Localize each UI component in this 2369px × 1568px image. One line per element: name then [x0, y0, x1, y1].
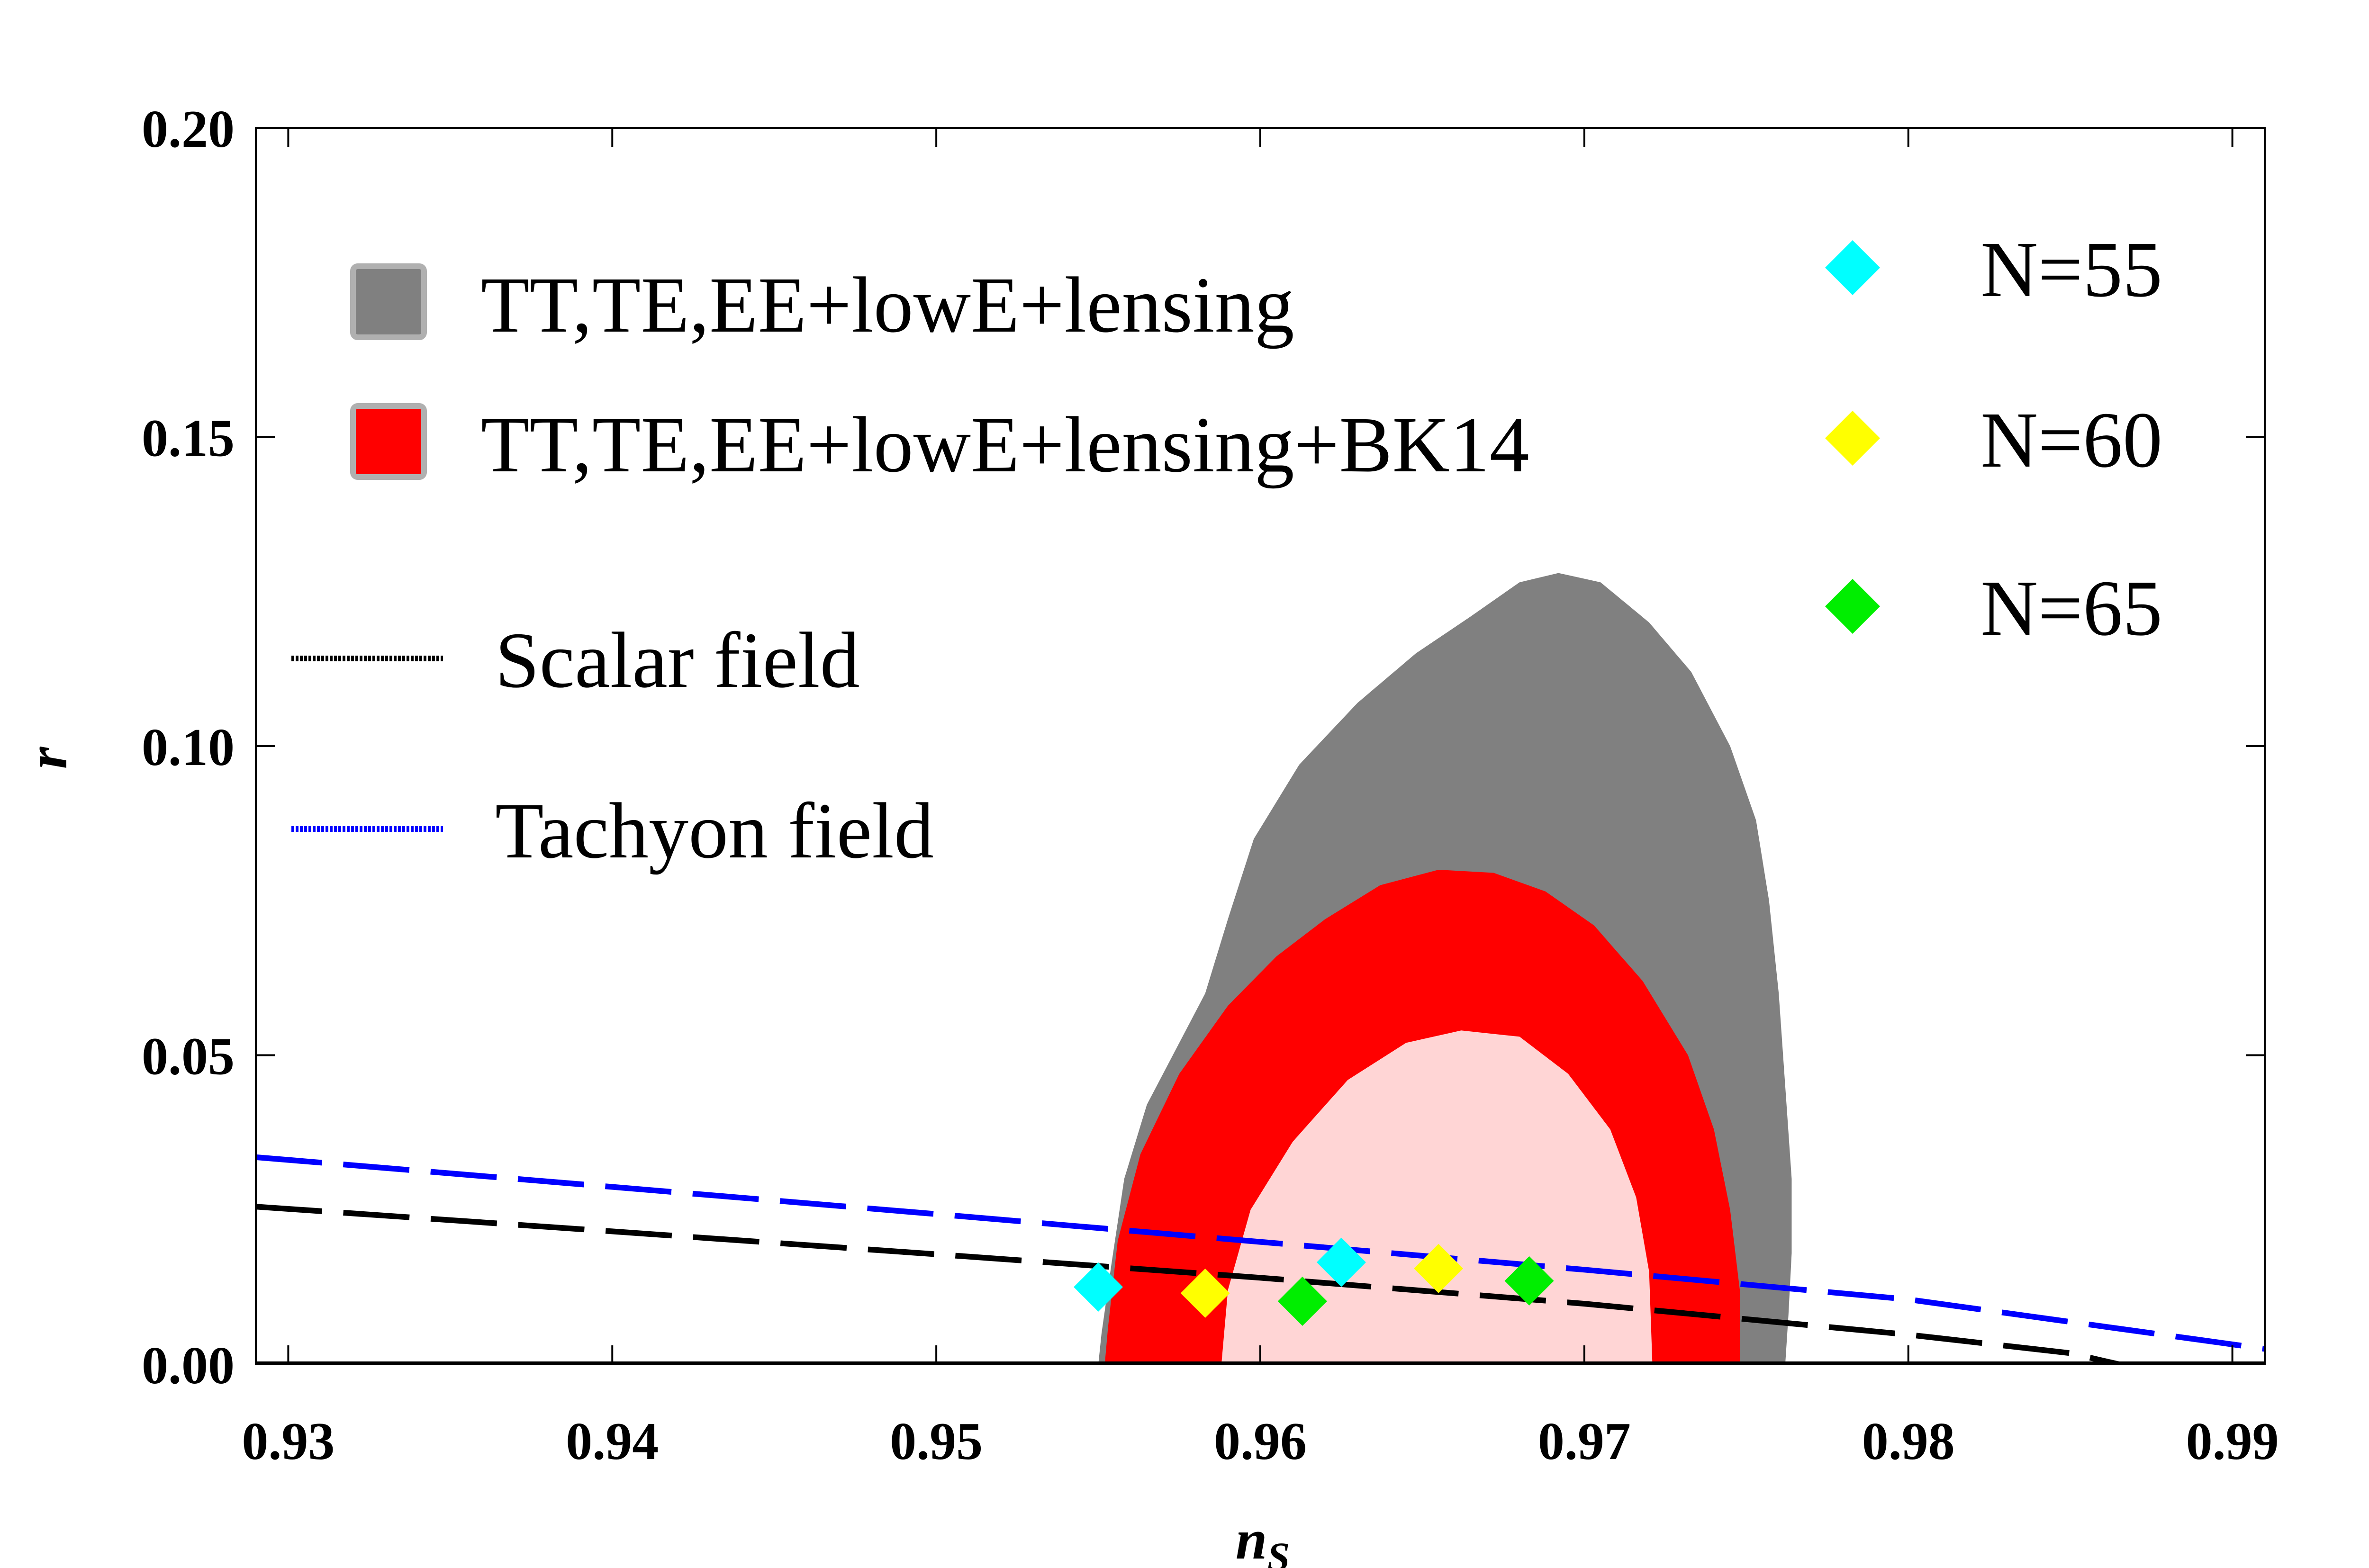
legend-label-n-65: N=65 [1980, 564, 2162, 652]
point-n-65-4 [1277, 1276, 1327, 1326]
legend-label-n-55: N=55 [1980, 225, 2162, 314]
legend-label-tachyon-field: Tachyon field [495, 787, 934, 875]
legend-marker-n-65 [1825, 579, 1880, 634]
legend-swatch-tt-te-ee-lowe-lensing [350, 263, 427, 340]
point-n-60-3 [1414, 1244, 1464, 1293]
legend-swatch-tt-te-ee-lowe-lensing-bk14 [350, 403, 427, 480]
axis-ticks: 0.93 0.94 0.95 0.96 0.97 0.98 0.99 0.00 0.05 0.10… [142, 100, 2279, 1471]
x-tick-label: 0.97 [1538, 1412, 1631, 1471]
legend-label-scalar-field: Scalar field [495, 616, 860, 704]
legend-marker-n-55 [1825, 240, 1880, 295]
x-tick-label: 0.99 [2186, 1412, 2279, 1471]
confidence-regions [1098, 573, 1792, 1364]
y-tick-label: 0.10 [142, 718, 235, 777]
y-tick-label: 0.20 [142, 100, 235, 159]
y-tick-label: 0.05 [142, 1027, 235, 1086]
point-n-60-2 [1180, 1268, 1230, 1318]
efold-points [1074, 1237, 1554, 1326]
y-tick-label: 0.00 [142, 1336, 235, 1395]
point-n-55-1 [1316, 1237, 1366, 1287]
x-tick-label: 0.94 [566, 1412, 659, 1471]
y-tick-label: 0.15 [142, 409, 235, 468]
legend: TT,TE,EE+lowE+lensing TT,TE,EE+lowE+lensi… [291, 225, 2162, 875]
y-axis-label: r [16, 746, 79, 769]
x-tick-label: 0.95 [890, 1412, 983, 1471]
legend-label-n-60: N=60 [1980, 396, 2162, 484]
legend-marker-n-60 [1825, 411, 1880, 466]
x-tick-label: 0.93 [242, 1412, 335, 1471]
line-scalar-field [256, 1204, 2120, 1364]
x-axis-label: nS [1236, 1508, 1290, 1568]
legend-label-tt-te-ee-lowe-lensing: TT,TE,EE+lowE+lensing [481, 261, 1294, 349]
x-tick-label: 0.98 [1862, 1412, 1955, 1471]
point-n-65-5 [1504, 1256, 1554, 1306]
model-lines [256, 1154, 2265, 1364]
point-n-55-0 [1074, 1262, 1123, 1312]
line-tachyon-field [256, 1154, 2265, 1352]
x-tick-label: 0.96 [1214, 1412, 1307, 1471]
legend-label-tt-te-ee-lowe-lensing-bk14: TT,TE,EE+lowE+lensing+BK14 [481, 401, 1529, 489]
